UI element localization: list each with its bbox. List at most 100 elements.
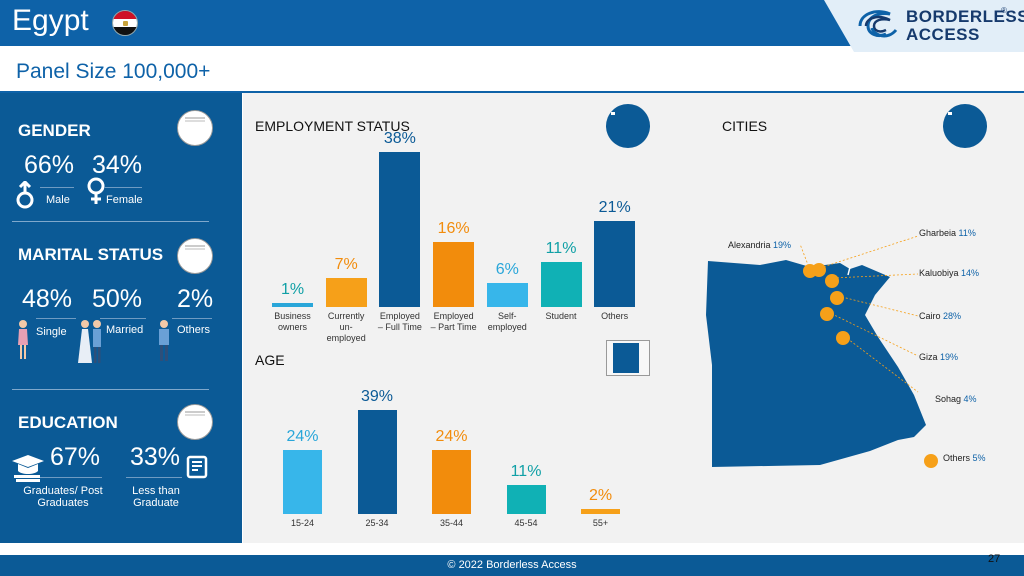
marital-separator [12,389,209,390]
age-category-label: 45-54 [514,518,538,528]
kaluobiya-dot [825,274,839,288]
employment-bar [325,278,367,307]
others-percent: 2% [177,285,214,313]
age-value-label: 2% [588,486,613,504]
single-percent: 48% [22,285,73,313]
married-percent: 50% [92,285,143,313]
city-label-others: Others 5% [943,453,986,463]
marital-heading: MARITAL STATUS [18,245,164,264]
borderless-access-logo-icon [858,10,898,38]
graduates-underline [40,477,102,478]
age-category-label: 55+ [592,518,609,528]
employment-bar [540,262,582,307]
age-thumbnail-icon [606,340,650,376]
age-bar [283,450,322,514]
age-category-label: 35-44 [439,518,464,528]
employment-value-label: 38% [383,130,416,147]
city-label-giza: Giza 19% [919,352,959,362]
city-label-gharbeia: Gharbeia 11% [919,228,976,238]
employment-bar [433,241,475,307]
employment-value-label: 11% [545,240,577,258]
less-than-graduate-underline [126,477,182,478]
other-person-icon [159,320,169,361]
age-bar [506,484,546,514]
employment-value-label: 7% [334,256,358,274]
employment-category-label: Employed – Full Time [377,311,422,332]
married-couple-icon [78,320,101,363]
egypt-map [706,260,926,467]
married-label: Married [106,324,144,336]
female-symbol-icon [87,177,105,204]
copyright-text: © 2022 Borderless Access [447,559,577,571]
employment-value-label: 21% [598,199,631,217]
employment-bar [272,302,313,307]
employment-category-label: Student [545,311,577,321]
logo-background [824,0,1024,52]
age-value-label: 39% [360,388,394,405]
age-title: AGE [255,352,285,368]
married-underline [100,318,146,319]
employment-bar [379,152,421,307]
city-label-cairo: Cairo 28% [919,311,962,321]
graduation-cap-icon [12,455,44,482]
country-title: Egypt [12,4,89,37]
logo-text: BORDERLESS ACCESS [906,8,1024,44]
age-category-label: 15-24 [290,518,315,528]
age-value-label: 11% [510,462,542,480]
single-underline [36,318,76,319]
city-leader-lines [800,235,919,393]
education-thumbnail-icon [177,404,213,440]
employment-value-label: 1% [280,280,305,298]
footer-bar: © 2022 Borderless Access [0,555,1024,576]
others-underline [172,318,212,319]
cairo-dot [830,291,844,305]
female-percent: 34% [92,151,143,179]
giza-dot [820,307,834,321]
employment-status-title: EMPLOYMENT STATUS [255,118,410,134]
male-percent: 66% [24,151,75,179]
egypt-flag-icon [112,10,138,36]
single-label: Single [36,326,67,338]
graduates-label: Graduates/ Post Graduates [23,485,103,509]
city-label-kaluobiya: Kaluobiya 14% [919,268,980,278]
logo-line1: BORDERLESS [906,7,1024,26]
gender-thumbnail-icon [177,110,213,146]
male-label: Male [46,194,70,206]
others-dot [924,454,938,468]
employment-category-label: Business owners [274,311,311,332]
employment-thumbnail-icon [606,104,650,148]
gender-separator [12,221,209,222]
city-label-sohag: Sohag 4% [935,394,977,404]
less-than-graduate-label: Less than Graduate [132,485,180,509]
demographics-panel: GENDER 66% 34% Male Female MARITAL STATU… [0,93,242,543]
logo-line2: ACCESS [906,25,980,44]
book-icon [186,455,208,479]
employment-category-label: Self-employed [487,311,527,332]
sohag-dot [836,331,850,345]
education-heading: EDUCATION [18,413,118,432]
less-than-graduate-percent: 33% [130,443,181,471]
city-label-alexandria: Alexandria 19% [728,240,792,250]
marital-thumbnail-icon [177,238,213,274]
logo-registered-mark: ® [1001,6,1007,15]
page-number: 27 [988,553,1001,565]
age-category-label: 25-34 [365,518,389,528]
male-symbol-icon [16,181,34,209]
age-bar [581,508,620,514]
cities-thumbnail-icon [943,104,987,148]
gender-heading: GENDER [18,121,91,140]
gharbeia-dot [812,263,826,277]
employment-bar [486,282,528,307]
employment-category-label: Others [601,311,629,321]
female-label: Female [106,194,143,206]
cities-title: CITIES [722,118,768,134]
age-value-label: 24% [435,428,468,445]
age-bar [432,450,471,514]
employment-bar [594,221,636,307]
graduates-percent: 67% [50,443,101,471]
single-woman-icon [18,320,28,359]
others-label: Others [177,324,211,336]
male-underline [40,187,74,188]
panel-size-title: Panel Size 100,000+ [16,60,211,83]
employment-category-label: Employed – Part Time [430,311,477,332]
